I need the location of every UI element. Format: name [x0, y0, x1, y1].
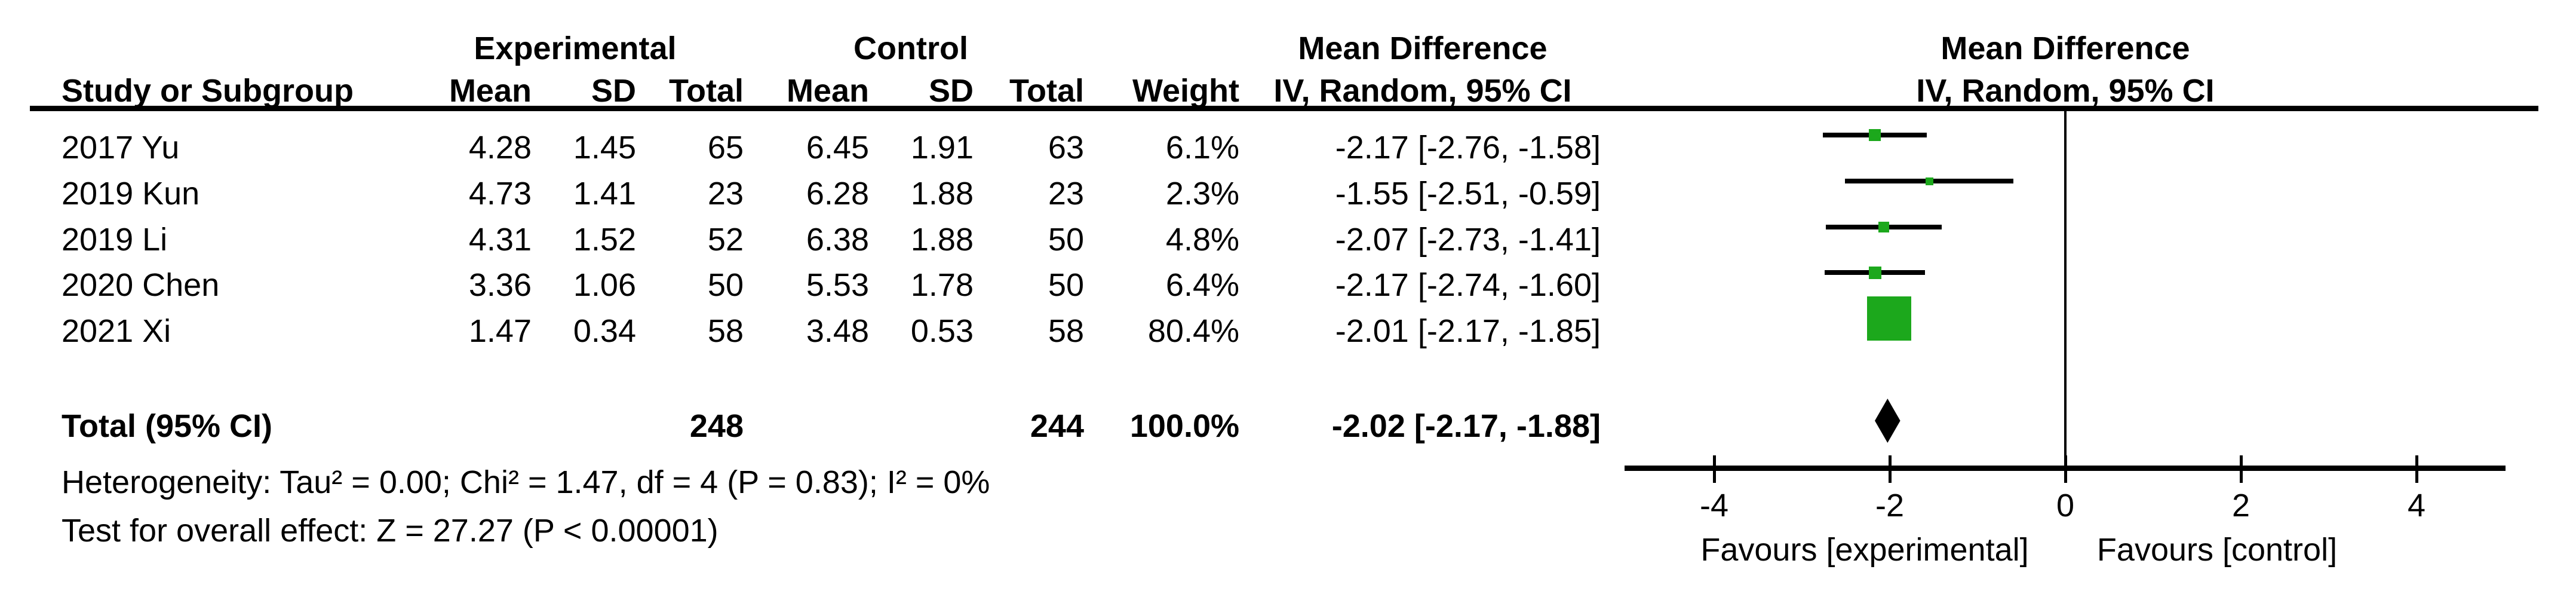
axis-tick [2240, 455, 2243, 483]
sd-ctl-value: 0.53 [910, 313, 974, 349]
total-ctl-value: 50 [1048, 267, 1084, 303]
sd-exp-value: 1.41 [573, 176, 636, 212]
axis-tick [2064, 455, 2067, 483]
weight-value: 4.8% [1165, 222, 1239, 258]
total-row-weight: 100.0% [1129, 408, 1239, 444]
mean-ctl-value: 5.53 [806, 267, 869, 303]
effect-square [1869, 267, 1881, 279]
overall-effect-text: Test for overall effect: Z = 27.27 (P < … [62, 513, 719, 549]
sd-exp-value: 1.52 [573, 222, 636, 258]
axis-tick [1889, 455, 1892, 483]
mean-ctl-value: 6.45 [806, 130, 869, 166]
sd-ctl-value: 1.88 [910, 222, 974, 258]
effect-square [1878, 222, 1889, 232]
col-header-sd-ctl: SD [928, 73, 974, 109]
col-header-iv-left: IV, Random, 95% CI [1273, 73, 1572, 109]
col-header-weight: Weight [1132, 73, 1239, 109]
study-label: 2019 Kun [62, 176, 200, 212]
tick-label: -4 [1699, 488, 1728, 524]
total-exp-value: 50 [707, 267, 744, 303]
study-label: 2020 Chen [62, 267, 220, 303]
total-ctl-value: 50 [1048, 222, 1084, 258]
total-row-md-ci: -2.02 [-2.17, -1.88] [1331, 408, 1601, 444]
total-ctl-value: 58 [1048, 313, 1084, 349]
mean-exp-value: 4.31 [468, 222, 532, 258]
total-ctl-value: 23 [1048, 176, 1084, 212]
total-exp-value: 23 [707, 176, 744, 212]
md-ci-value: -2.17 [-2.76, -1.58] [1335, 130, 1601, 166]
weight-value: 2.3% [1165, 176, 1239, 212]
total-exp-value: 52 [707, 222, 744, 258]
sd-exp-value: 1.06 [573, 267, 636, 303]
mean-exp-value: 3.36 [468, 267, 532, 303]
sd-ctl-value: 1.78 [910, 267, 974, 303]
study-label: 2017 Yu [62, 130, 180, 166]
study-label: 2019 Li [62, 222, 168, 258]
study-label: 2021 Xi [62, 313, 171, 349]
total-exp-value: 58 [707, 313, 744, 349]
mean-ctl-value: 3.48 [806, 313, 869, 349]
effect-square [1869, 129, 1881, 141]
mean-exp-value: 1.47 [468, 313, 532, 349]
mean-ctl-value: 6.38 [806, 222, 869, 258]
group-header-control: Control [853, 30, 968, 66]
weight-value: 80.4% [1147, 313, 1239, 349]
col-header-mean-ctl: Mean [786, 73, 869, 109]
sd-ctl-value: 1.88 [910, 176, 974, 212]
col-header-iv-right: IV, Random, 95% CI [1916, 73, 2215, 109]
total-row-total-exp: 248 [689, 408, 744, 444]
total-row-label: Total (95% CI) [62, 408, 273, 444]
tick-label: -2 [1875, 488, 1904, 524]
weight-value: 6.4% [1165, 267, 1239, 303]
favours-experimental-label: Favours [experimental] [1700, 532, 2029, 568]
axis-tick [2415, 455, 2418, 483]
heterogeneity-text: Heterogeneity: Tau² = 0.00; Chi² = 1.47,… [62, 464, 990, 500]
pooled-diamond [1875, 399, 1900, 443]
effect-square [1867, 296, 1911, 341]
mean-exp-value: 4.28 [468, 130, 532, 166]
mean-exp-value: 4.73 [468, 176, 532, 212]
sd-exp-value: 0.34 [573, 313, 636, 349]
col-header-total-exp: Total [669, 73, 744, 109]
md-ci-value: -2.07 [-2.73, -1.41] [1335, 222, 1601, 258]
tick-label: 4 [2407, 488, 2426, 524]
favours-control-label: Favours [control] [2096, 532, 2338, 568]
group-header-mean-difference-left: Mean Difference [1298, 30, 1548, 66]
tick-label: 2 [2231, 488, 2250, 524]
col-header-sd-exp: SD [591, 73, 636, 109]
sd-exp-value: 1.45 [573, 130, 636, 166]
sd-ctl-value: 1.91 [910, 130, 974, 166]
total-ctl-value: 63 [1048, 130, 1084, 166]
weight-value: 6.1% [1165, 130, 1239, 166]
md-ci-value: -2.17 [-2.74, -1.60] [1335, 267, 1601, 303]
total-row-total-ctl: 244 [1030, 408, 1084, 444]
md-ci-value: -1.55 [-2.51, -0.59] [1335, 176, 1601, 212]
zero-line [2064, 111, 2067, 466]
group-header-experimental: Experimental [474, 30, 677, 66]
col-header-total-ctl: Total [1009, 73, 1084, 109]
mean-ctl-value: 6.28 [806, 176, 869, 212]
axis-tick [1713, 455, 1716, 483]
col-header-mean-exp: Mean [449, 73, 532, 109]
total-exp-value: 65 [707, 130, 744, 166]
header-rule [30, 106, 2538, 111]
group-header-mean-difference-right: Mean Difference [1941, 30, 2190, 66]
col-header-study: Study or Subgroup [62, 73, 354, 109]
effect-square [1926, 177, 1933, 185]
tick-label: 0 [2056, 488, 2075, 524]
md-ci-value: -2.01 [-2.17, -1.85] [1335, 313, 1601, 349]
